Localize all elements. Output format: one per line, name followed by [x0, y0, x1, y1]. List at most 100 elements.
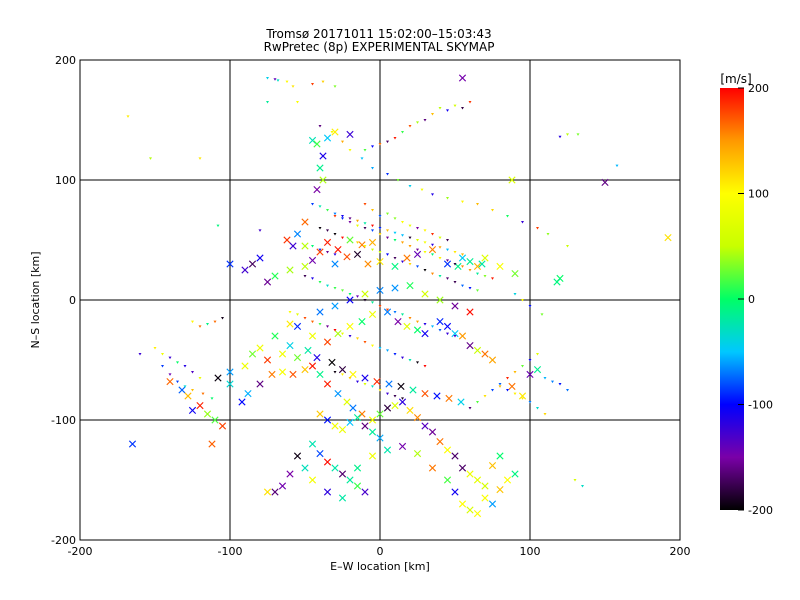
data-point-dot — [408, 224, 412, 228]
data-point-dot — [386, 140, 389, 144]
data-point-x — [256, 344, 264, 352]
data-point-dot — [423, 119, 427, 122]
colorbar-tick-label: -100 — [748, 399, 773, 412]
data-point-dot — [431, 113, 434, 116]
data-point-dot — [326, 229, 329, 232]
data-point-dot — [341, 332, 344, 336]
data-point-dot — [453, 335, 457, 338]
data-point-dot — [401, 313, 404, 316]
data-point-x — [301, 262, 309, 270]
data-point-dot — [348, 293, 352, 296]
data-point-x — [316, 164, 324, 172]
x-axis: -200 -100 0 100 200 — [68, 534, 691, 558]
data-point-dot — [333, 233, 337, 236]
plot-area: -200 -100 0 100 200 -200 -100 0 100 200 — [51, 54, 690, 558]
x-tick-label: -100 — [218, 545, 243, 558]
data-point-x — [334, 330, 342, 338]
data-point-dot — [446, 259, 449, 262]
data-point-x — [128, 440, 137, 448]
data-point-dot — [396, 179, 400, 182]
data-point-x — [353, 464, 362, 472]
data-point-x — [323, 458, 332, 466]
data-point-x — [397, 382, 405, 390]
chart-title-block: Tromsø 20171011 15:02:00–15:03:43 RwPret… — [264, 27, 495, 54]
data-point-dot — [206, 323, 209, 326]
data-point-dot — [438, 329, 442, 332]
x-tick-label: 0 — [377, 545, 384, 558]
data-point-x — [263, 278, 272, 286]
data-point-x — [349, 370, 357, 378]
data-point-dot — [311, 277, 314, 280]
data-point-dot — [363, 203, 367, 206]
colorbar-tick-label: -200 — [748, 504, 773, 517]
data-point-dot — [423, 251, 427, 254]
data-point-dot — [378, 215, 382, 218]
data-point-x — [466, 308, 474, 316]
data-point-x — [286, 320, 294, 328]
data-point-dot — [356, 337, 359, 340]
data-point-x — [349, 404, 357, 412]
data-point-x — [458, 464, 467, 472]
data-point-x — [376, 258, 384, 266]
data-point-dot — [318, 125, 322, 128]
data-point-x — [436, 296, 444, 304]
data-point-dot — [401, 397, 404, 400]
data-point-dot — [326, 284, 329, 288]
data-point-dot — [476, 203, 479, 206]
scatter-points — [126, 74, 672, 518]
data-point-x — [331, 464, 339, 472]
data-point-dot — [356, 219, 359, 223]
data-point-dot — [393, 395, 397, 398]
data-point-dot — [363, 222, 367, 225]
data-point-dot — [371, 385, 374, 388]
data-point-dot — [453, 104, 457, 108]
data-point-x — [421, 390, 429, 398]
data-point-dot — [446, 248, 449, 252]
data-point-x — [473, 510, 482, 518]
data-point-dot — [536, 353, 539, 356]
data-point-x — [316, 370, 324, 378]
data-point-x — [226, 260, 234, 268]
data-point-dot — [491, 209, 494, 212]
data-point-x — [208, 440, 216, 448]
data-point-dot — [378, 305, 382, 308]
data-point-x — [268, 370, 276, 378]
data-point-dot — [311, 83, 314, 86]
data-point-dot — [401, 241, 404, 244]
data-point-x — [316, 248, 324, 256]
data-point-dot — [423, 323, 427, 326]
data-point-x — [553, 278, 561, 286]
data-point-dot — [341, 373, 344, 376]
data-point-dot — [296, 313, 299, 316]
data-point-dot — [431, 243, 434, 247]
data-point-x — [413, 450, 422, 458]
data-point-dot — [521, 397, 524, 400]
y-axis: -200 -100 0 100 200 — [51, 54, 86, 547]
data-point-x — [218, 422, 227, 430]
chart-title: Tromsø 20171011 15:02:00–15:03:43 — [265, 27, 491, 41]
data-point-x — [293, 322, 302, 330]
y-tick-label: -200 — [51, 534, 76, 547]
data-point-x — [256, 380, 264, 388]
data-point-dot — [521, 221, 524, 224]
data-point-dot — [536, 227, 539, 230]
data-point-x — [443, 260, 452, 268]
data-point-x — [436, 438, 444, 446]
data-point-x — [203, 410, 212, 418]
data-point-x — [289, 370, 297, 378]
data-point-dot — [546, 233, 550, 236]
data-point-x — [481, 482, 489, 490]
data-point-x — [338, 426, 347, 434]
data-point-x — [413, 414, 422, 422]
data-point-x — [376, 434, 384, 442]
data-point-x — [263, 488, 272, 496]
data-point-dot — [363, 227, 367, 230]
data-point-dot — [416, 121, 419, 124]
data-point-dot — [371, 301, 374, 304]
data-point-dot — [573, 479, 577, 482]
data-point-dot — [566, 133, 569, 136]
data-point-dot — [371, 145, 374, 148]
data-point-dot — [401, 356, 404, 360]
data-point-x — [391, 284, 399, 292]
data-point-x — [385, 380, 393, 388]
